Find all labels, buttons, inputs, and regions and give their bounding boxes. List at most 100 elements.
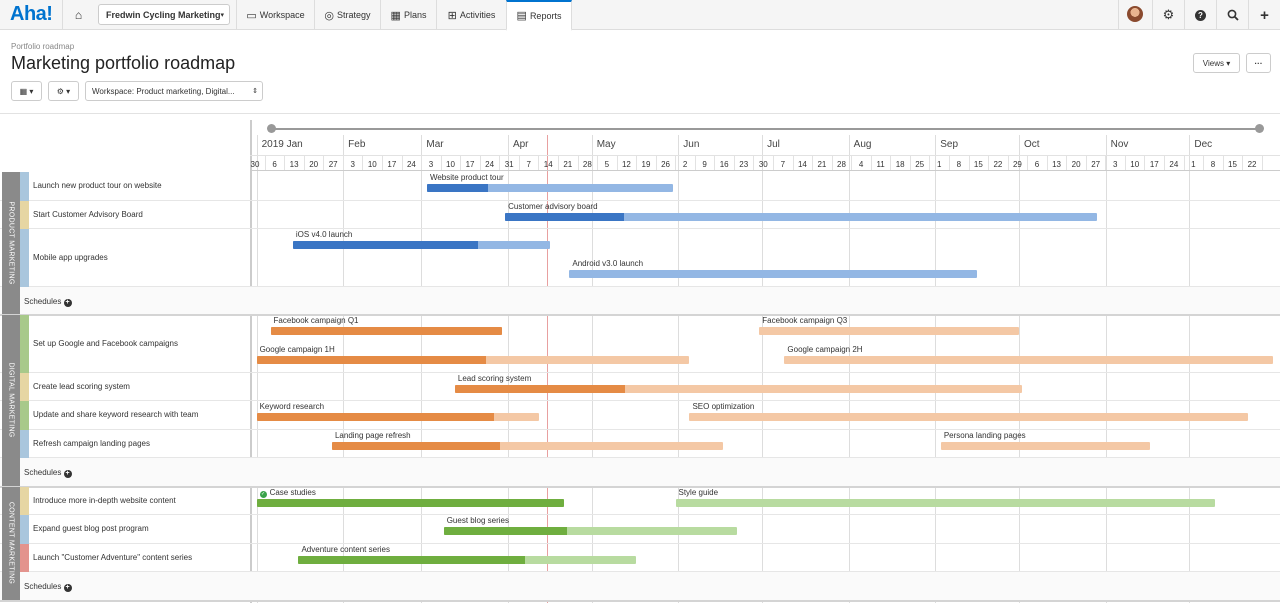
row-label[interactable]: Launch "Customer Adventure" content seri… — [33, 552, 193, 562]
roadmap-bar[interactable] — [505, 212, 1098, 221]
roadmap-bar[interactable] — [256, 413, 539, 421]
roadmap-bar[interactable] — [292, 241, 550, 249]
roadmap-bar[interactable] — [331, 441, 723, 450]
tab-label: Plans — [403, 10, 427, 20]
row-label[interactable]: Set up Google and Facebook campaigns — [33, 338, 178, 348]
views-button[interactable]: Views ▾ — [1193, 53, 1240, 73]
tab-strategy[interactable]: ◎ Strategy — [314, 0, 380, 30]
roadmap-bar[interactable] — [256, 498, 564, 507]
roadmap-bar[interactable] — [426, 184, 673, 192]
week-divider — [1222, 155, 1224, 170]
bar-progress — [256, 413, 494, 421]
tab-activities[interactable]: ⊞ Activities — [436, 0, 506, 30]
add-schedule-button[interactable]: Schedules + — [24, 296, 72, 307]
week-label: 5 — [604, 160, 610, 169]
help-button[interactable]: ? — [1184, 0, 1216, 30]
range-end-handle[interactable] — [1255, 124, 1264, 133]
range-start-handle[interactable] — [267, 124, 276, 133]
workspace-select-value: Fredwin Cycling Marketing — [106, 9, 221, 20]
timeline-range-slider[interactable] — [271, 128, 1260, 130]
user-menu-button[interactable] — [1118, 0, 1152, 30]
row-label[interactable]: Refresh campaign landing pages — [33, 438, 150, 448]
roadmap-row — [0, 172, 1280, 201]
week-label: 24 — [406, 160, 416, 169]
roadmap-bar[interactable] — [454, 384, 1022, 393]
row-color-tab — [20, 515, 29, 544]
tab-workspace[interactable]: ▭ Workspace — [236, 0, 314, 30]
workspace-filter-select[interactable]: Workspace: Product marketing, Digital...… — [85, 81, 263, 101]
bar-progress — [454, 384, 625, 393]
row-color-tab — [20, 486, 29, 515]
roadmap-bar[interactable] — [569, 269, 978, 278]
week-divider — [1261, 155, 1263, 170]
roadmap-bar[interactable] — [256, 355, 690, 364]
roadmap-bar[interactable] — [784, 355, 1274, 364]
week-divider — [1203, 155, 1205, 170]
roadmap-bar[interactable] — [759, 327, 1020, 335]
add-schedule-button[interactable]: Schedules + — [24, 468, 72, 478]
row-label[interactable]: Mobile app upgrades — [33, 252, 108, 262]
roadmap-bar[interactable] — [298, 555, 637, 564]
month-label: Aug — [853, 139, 872, 150]
month-label: Oct — [1024, 139, 1040, 150]
week-divider — [753, 155, 755, 170]
header-divider — [0, 113, 1280, 114]
breadcrumb[interactable]: Portfolio roadmap — [11, 42, 75, 51]
bar-progress — [505, 212, 624, 221]
month-label: Feb — [348, 139, 366, 150]
settings-dropdown-button[interactable]: ⚙ ▾ — [48, 81, 79, 101]
bar-label: Facebook campaign Q1 — [273, 316, 359, 325]
week-label: 30 — [758, 160, 768, 169]
week-divider — [538, 155, 540, 170]
roadmap-row — [0, 430, 1280, 458]
week-label: 29 — [1012, 160, 1022, 169]
workspace-select[interactable]: Fredwin Cycling Marketing ▾ — [98, 4, 230, 25]
date-range-button[interactable]: ▦ ▾ — [11, 81, 42, 101]
row-label[interactable]: Expand guest blog post program — [33, 524, 149, 534]
tab-plans[interactable]: ▦ Plans — [380, 0, 436, 30]
roadmap-bar[interactable] — [689, 413, 1249, 421]
row-label[interactable]: Start Customer Advisory Board — [33, 209, 143, 219]
roadmap-bar[interactable] — [940, 441, 1151, 450]
add-button[interactable]: + — [1248, 0, 1280, 30]
plus-icon: + — [1260, 6, 1269, 24]
gear-icon: ⚙ ▾ — [56, 86, 71, 96]
week-label: 3 — [428, 160, 434, 169]
tab-label: Workspace — [259, 10, 305, 20]
schedules-row — [0, 458, 1280, 487]
add-schedule-button[interactable]: Schedules + — [24, 582, 72, 592]
week-divider — [362, 155, 364, 170]
week-divider — [557, 155, 559, 170]
month-label: Nov — [1110, 139, 1129, 150]
avatar[interactable] — [1127, 6, 1143, 22]
bar-label: ✓ Case studies — [259, 487, 316, 498]
bar-label: Landing page refresh — [334, 430, 411, 440]
roadmap-bar[interactable] — [270, 327, 503, 335]
week-divider — [616, 155, 618, 170]
tab-reports[interactable]: ▤ Reports — [506, 0, 572, 31]
bar-label: Style guide — [678, 487, 719, 497]
row-label[interactable]: Create lead scoring system — [33, 381, 130, 391]
month-grid-line — [762, 135, 764, 603]
month-grid-line — [256, 135, 258, 603]
row-label[interactable]: Introduce more in-depth website content — [33, 495, 176, 505]
more-options-button[interactable]: ··· — [1246, 53, 1271, 73]
week-label: 6 — [1034, 160, 1040, 169]
week-divider — [968, 155, 970, 170]
week-divider — [421, 155, 423, 170]
month-label: Apr — [512, 139, 529, 150]
row-color-tab — [20, 401, 29, 430]
week-label: 30 — [250, 160, 260, 169]
home-button[interactable]: ⌂ — [62, 0, 94, 30]
row-label[interactable]: Launch new product tour on website — [33, 181, 162, 191]
week-divider — [948, 155, 950, 170]
week-divider — [1085, 155, 1087, 170]
week-label: 1 — [937, 160, 942, 169]
aha-logo[interactable]: Aha! — [10, 3, 53, 25]
roadmap-bar[interactable] — [443, 527, 737, 535]
search-button[interactable] — [1216, 0, 1248, 30]
settings-button[interactable]: ⚙ — [1152, 0, 1184, 30]
roadmap-bar[interactable] — [675, 498, 1215, 507]
row-label[interactable]: Update and share keyword research with t… — [33, 410, 199, 420]
group-name: DIGITAL MARKETING — [7, 362, 15, 438]
